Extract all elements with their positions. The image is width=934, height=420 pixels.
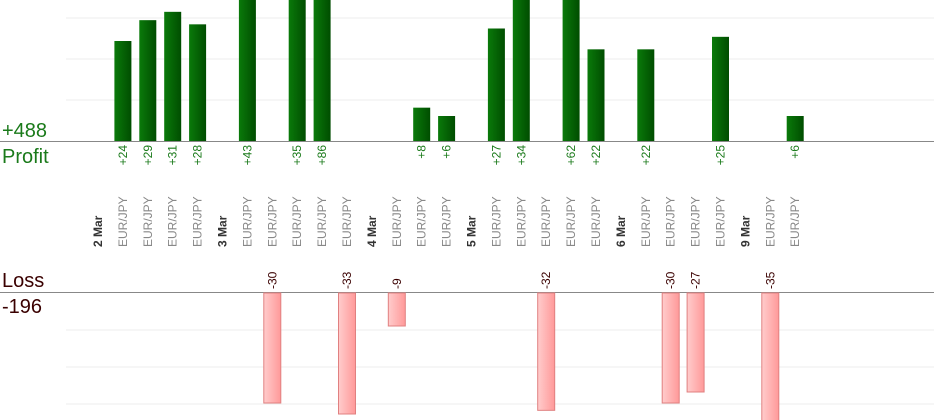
date-label: 4 Mar — [365, 215, 379, 247]
loss-value-label: -27 — [689, 271, 703, 289]
profit-bar — [487, 28, 505, 141]
loss-value-label: -32 — [539, 271, 553, 289]
date-label: 9 Mar — [738, 215, 752, 247]
loss-grid — [0, 292, 934, 405]
loss-bar — [761, 292, 780, 420]
category-label: EUR/JPY — [240, 196, 254, 247]
profit-value-label: +6 — [788, 145, 802, 159]
profit-value-label: +6 — [440, 145, 454, 159]
loss-bar — [338, 292, 356, 415]
category-label: EUR/JPY — [763, 196, 777, 247]
profit-bar — [562, 0, 580, 141]
category-label: EUR/JPY — [440, 196, 454, 247]
category-label: EUR/JPY — [141, 196, 155, 247]
category-label: EUR/JPY — [689, 196, 703, 247]
profit-value-label: +62 — [564, 145, 578, 166]
profit-bar — [139, 20, 157, 142]
category-label: EUR/JPY — [415, 196, 429, 247]
profit-value-label: +24 — [116, 145, 130, 166]
profit-value-label: +35 — [290, 145, 304, 166]
profit-bar — [164, 11, 182, 142]
category-label: EUR/JPY — [265, 196, 279, 247]
loss-bar — [537, 292, 556, 411]
category-label: EUR/JPY — [489, 196, 503, 247]
category-label: EUR/JPY — [290, 196, 304, 247]
date-label: 3 Mar — [216, 215, 230, 247]
profit-bar — [587, 49, 605, 142]
profit-bar — [637, 49, 655, 142]
profit-total: +488 — [2, 120, 47, 142]
loss-label: Loss — [2, 270, 44, 292]
profit-value-label: +8 — [415, 145, 429, 159]
category-label: EUR/JPY — [315, 196, 329, 247]
category-label: EUR/JPY — [116, 196, 130, 247]
loss-bar — [661, 292, 680, 404]
profit-value-label: +22 — [639, 145, 653, 166]
profit-value-label: +43 — [240, 145, 254, 166]
profit-value-label: +25 — [714, 145, 728, 166]
category-label: EUR/JPY — [390, 196, 404, 247]
loss-bar — [263, 292, 282, 404]
category-label: EUR/JPY — [514, 196, 528, 247]
loss-bar — [387, 292, 406, 327]
profit-bar — [189, 24, 207, 141]
profit-bar — [413, 107, 431, 141]
loss-value-label: -33 — [340, 271, 354, 289]
profit-value-label: +86 — [315, 145, 329, 166]
loss-value-label: -9 — [390, 278, 404, 289]
profit-bar — [786, 116, 804, 141]
category-label: EUR/JPY — [714, 196, 728, 247]
category-label: EUR/JPY — [664, 196, 678, 247]
profit-value-label: +27 — [489, 145, 503, 166]
loss-value-label: -30 — [664, 271, 678, 289]
loss-total: -196 — [2, 296, 42, 318]
profit-bar — [238, 0, 256, 141]
category-label: EUR/JPY — [589, 196, 603, 247]
category-label: EUR/JPY — [788, 196, 802, 247]
date-label: 5 Mar — [465, 215, 479, 247]
category-label: EUR/JPY — [539, 196, 553, 247]
profit-bar — [712, 36, 729, 142]
profit-label: Profit — [2, 146, 49, 168]
loss-value-label: -35 — [763, 271, 777, 289]
date-label: 6 Mar — [614, 215, 628, 247]
loss-bar — [686, 292, 705, 393]
loss-value-label: -30 — [265, 271, 279, 289]
profit-bar — [438, 116, 456, 141]
profit-bar — [512, 0, 530, 141]
profit-value-label: +22 — [589, 145, 603, 166]
profit-bar — [313, 0, 331, 141]
category-label: EUR/JPY — [191, 196, 205, 247]
profit-value-label: +28 — [191, 145, 205, 166]
date-label: 2 Mar — [91, 215, 105, 247]
profit-bar — [114, 41, 132, 141]
profit-value-label: +31 — [166, 145, 180, 166]
category-label: EUR/JPY — [166, 196, 180, 247]
profit-value-label: +29 — [141, 145, 155, 166]
profit-value-label: +34 — [514, 145, 528, 166]
category-label: EUR/JPY — [564, 196, 578, 247]
category-label: EUR/JPY — [639, 196, 653, 247]
category-label: EUR/JPY — [340, 196, 354, 247]
profit-bar — [288, 0, 306, 141]
